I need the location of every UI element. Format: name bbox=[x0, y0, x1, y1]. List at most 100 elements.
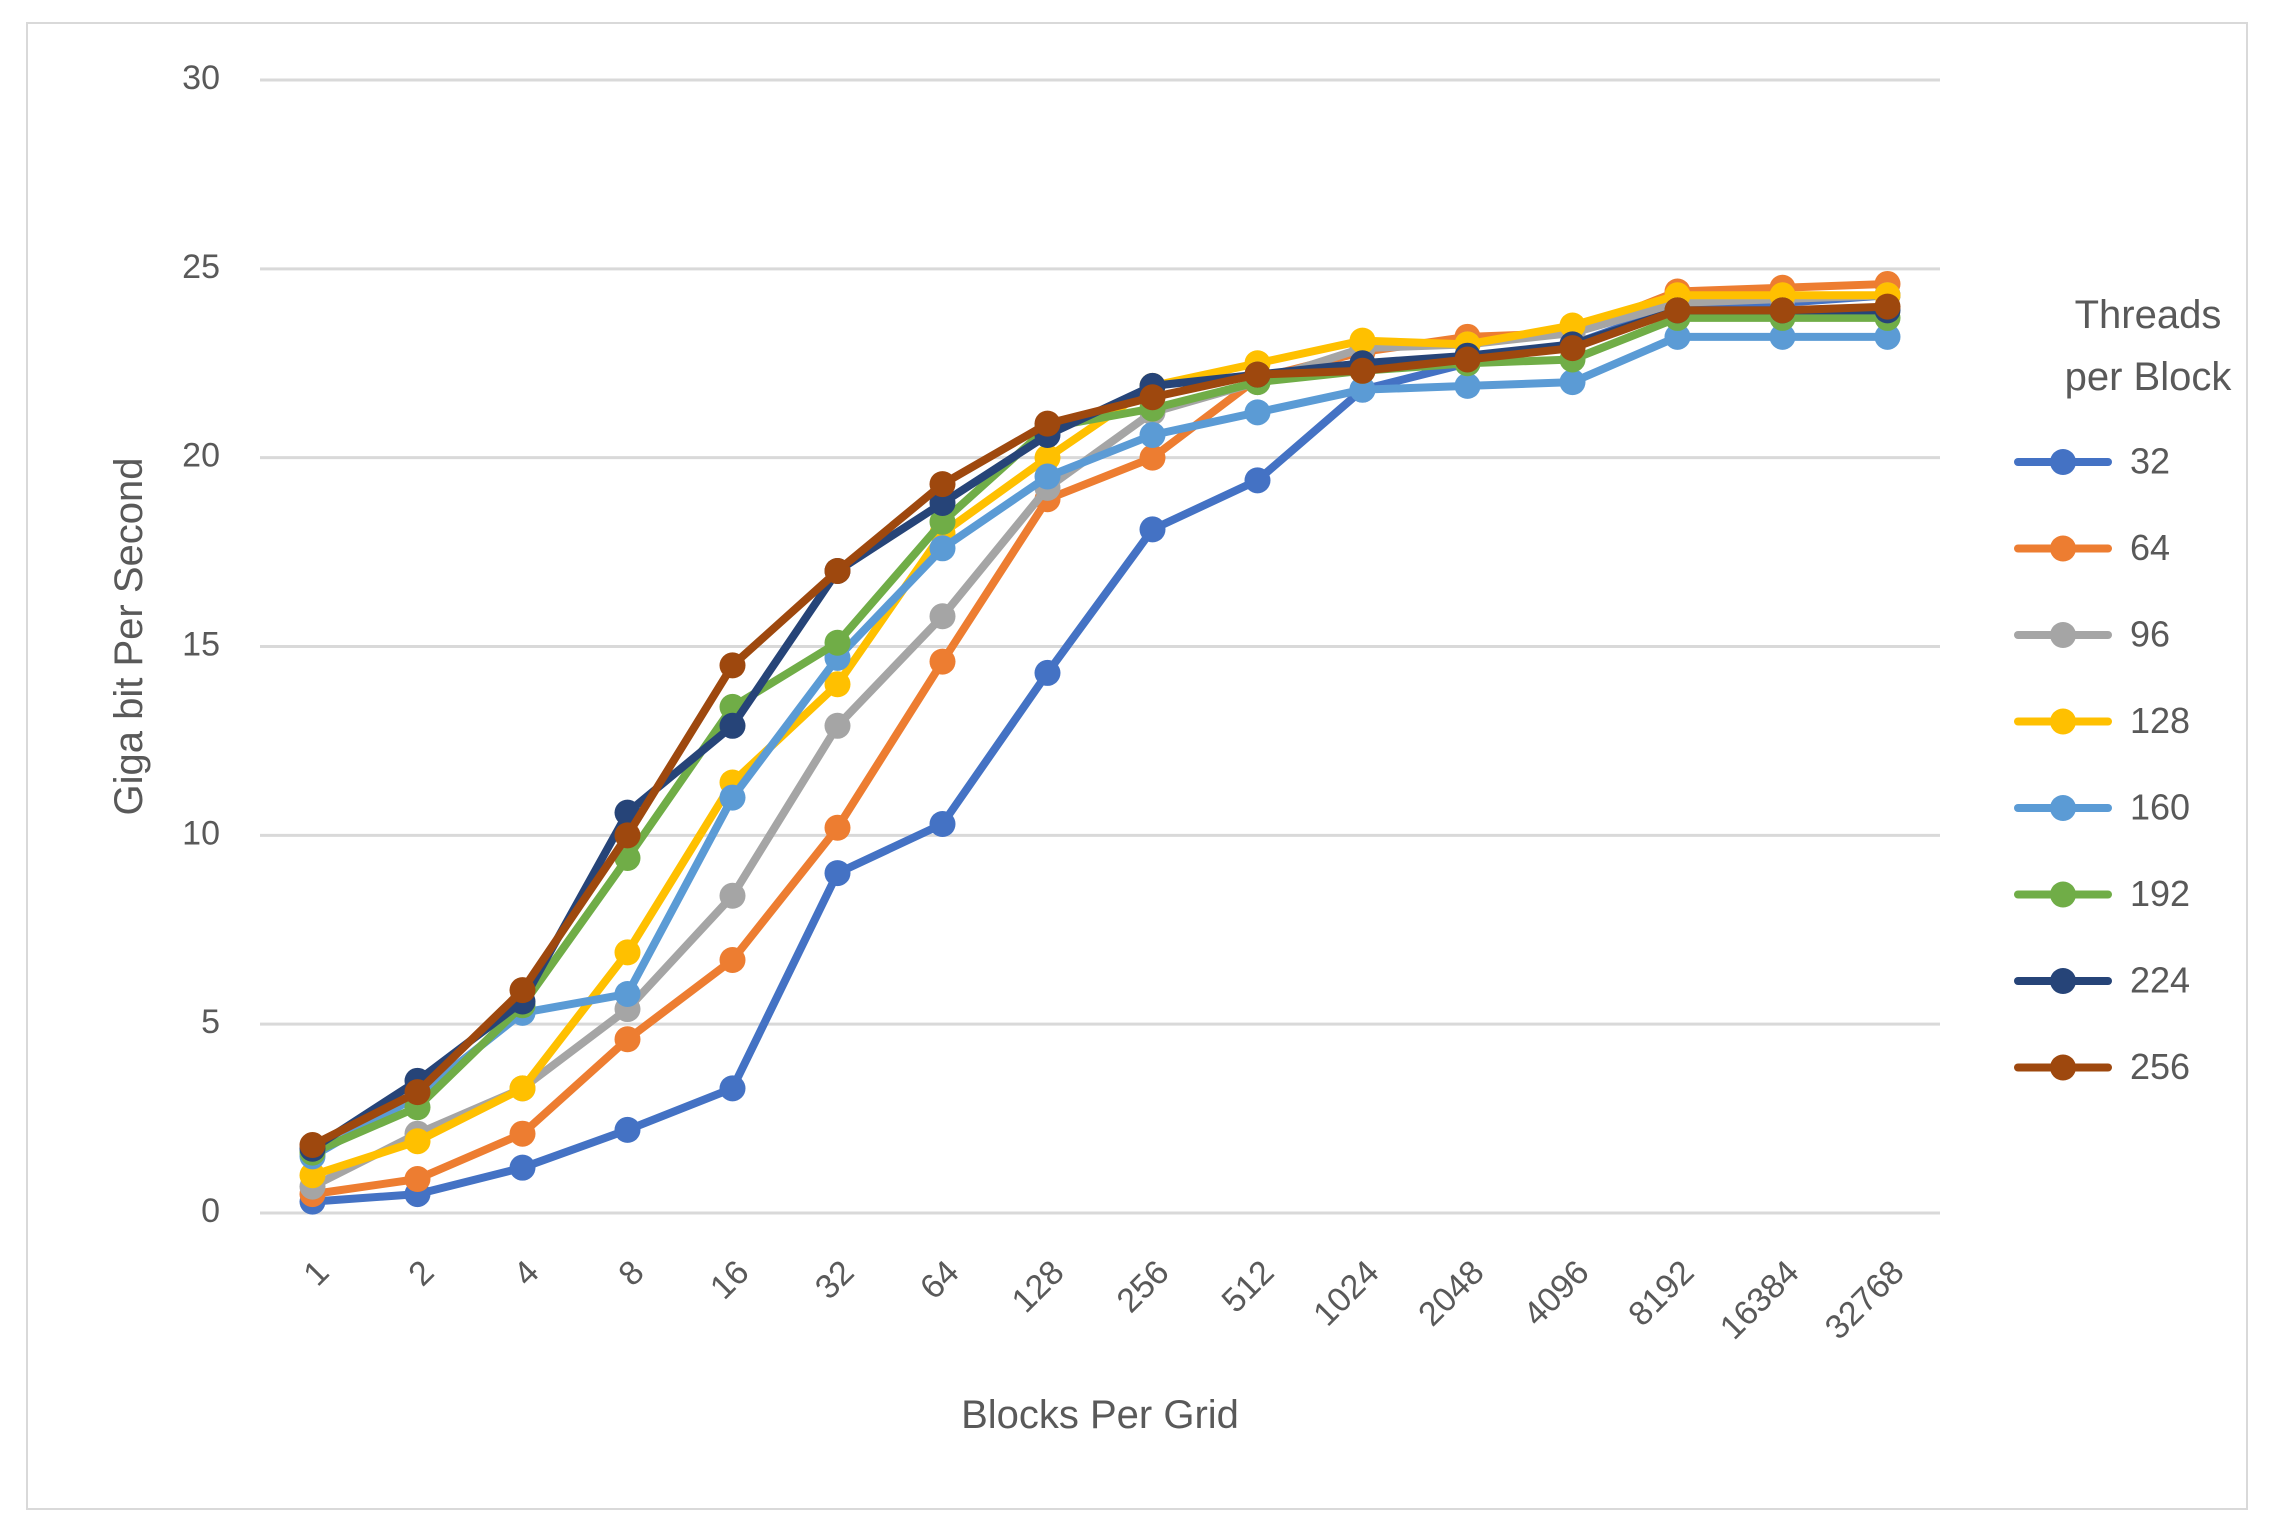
legend-swatch-marker bbox=[2050, 968, 2076, 994]
data-point bbox=[719, 784, 746, 811]
legend-label: 96 bbox=[2130, 614, 2170, 655]
x-tick-label: 16384 bbox=[1713, 1253, 1807, 1347]
data-point bbox=[1559, 335, 1586, 362]
x-tick-label: 32 bbox=[808, 1253, 862, 1307]
data-point bbox=[929, 489, 956, 516]
data-point bbox=[1559, 369, 1586, 396]
data-point bbox=[299, 1162, 326, 1189]
data-point bbox=[614, 980, 641, 1007]
y-tick-label: 0 bbox=[201, 1192, 220, 1230]
data-point bbox=[719, 1075, 746, 1102]
data-point bbox=[1244, 467, 1271, 494]
data-point bbox=[509, 1154, 536, 1181]
data-point bbox=[719, 712, 746, 739]
data-point bbox=[929, 811, 956, 838]
data-point bbox=[404, 1079, 431, 1106]
legend-swatch-marker bbox=[2050, 449, 2076, 475]
legend-item-256: 256 bbox=[2014, 1046, 2190, 1087]
legend-swatch-marker bbox=[2050, 881, 2076, 908]
y-tick-label: 20 bbox=[182, 437, 220, 475]
data-point bbox=[929, 603, 956, 630]
x-tick-label: 32768 bbox=[1818, 1253, 1912, 1347]
x-tick-label: 256 bbox=[1110, 1253, 1177, 1320]
data-point bbox=[1769, 323, 1796, 350]
data-point bbox=[1034, 659, 1061, 686]
series-line-160 bbox=[308, 332, 1892, 1161]
legend-item-96: 96 bbox=[2014, 614, 2170, 655]
data-point bbox=[1454, 372, 1481, 399]
data-point bbox=[1139, 422, 1166, 449]
data-point bbox=[1664, 323, 1691, 350]
data-point bbox=[404, 1166, 431, 1193]
x-tick-label: 1 bbox=[296, 1253, 336, 1293]
legend-title-line2: per Block bbox=[2065, 355, 2233, 399]
data-point bbox=[1349, 327, 1376, 354]
y-tick-label: 5 bbox=[201, 1003, 220, 1041]
y-tick-label: 30 bbox=[182, 59, 220, 97]
x-tick-label: 512 bbox=[1215, 1253, 1282, 1320]
data-point bbox=[719, 946, 746, 973]
legend-item-128: 128 bbox=[2014, 700, 2190, 741]
legend: 32 64 96 128 160 192 224 256 bbox=[2014, 441, 2190, 1087]
legend-swatch-marker bbox=[2050, 1054, 2076, 1081]
x-tick-label: 8192 bbox=[1621, 1253, 1701, 1333]
legend-label: 32 bbox=[2130, 441, 2170, 482]
data-point bbox=[1034, 410, 1061, 437]
series-224 bbox=[299, 297, 1901, 1162]
series-line-128 bbox=[308, 291, 1892, 1180]
series-192 bbox=[299, 304, 1901, 1166]
gridlines bbox=[260, 78, 1940, 1215]
data-point bbox=[824, 814, 851, 841]
data-point bbox=[1139, 384, 1166, 411]
data-point bbox=[614, 1026, 641, 1053]
data-point bbox=[299, 1132, 326, 1159]
x-tick-label: 1024 bbox=[1306, 1253, 1386, 1333]
data-point bbox=[824, 557, 851, 584]
data-point bbox=[719, 652, 746, 679]
data-point bbox=[824, 671, 851, 698]
legend-label: 160 bbox=[2130, 787, 2190, 828]
legend-item-160: 160 bbox=[2014, 787, 2190, 828]
data-point bbox=[509, 1120, 536, 1147]
y-tick-label: 25 bbox=[182, 248, 220, 286]
data-point bbox=[929, 508, 956, 535]
legend-item-32: 32 bbox=[2014, 441, 2170, 482]
legend-item-192: 192 bbox=[2014, 873, 2190, 914]
legend-title-line1: Threads bbox=[2075, 293, 2222, 337]
data-point bbox=[824, 860, 851, 887]
x-tick-label: 2048 bbox=[1411, 1253, 1491, 1333]
legend-swatch-marker bbox=[2050, 795, 2076, 821]
data-point bbox=[614, 939, 641, 966]
legend-label: 128 bbox=[2130, 700, 2190, 741]
legend-item-64: 64 bbox=[2014, 527, 2170, 568]
legend-label: 256 bbox=[2130, 1046, 2190, 1087]
data-point bbox=[1874, 323, 1901, 350]
series-line-192 bbox=[308, 313, 1892, 1157]
x-tick-label: 64 bbox=[913, 1253, 967, 1307]
x-tick-label: 4 bbox=[506, 1253, 546, 1293]
data-point bbox=[719, 882, 746, 909]
data-point bbox=[824, 629, 851, 656]
data-point bbox=[1664, 297, 1691, 324]
series-line-256 bbox=[308, 302, 1892, 1150]
x-tick-label: 2 bbox=[401, 1253, 441, 1293]
x-tick-label: 4096 bbox=[1516, 1253, 1596, 1333]
legend-swatch-marker bbox=[2050, 622, 2076, 648]
legend-swatch-marker bbox=[2050, 708, 2076, 735]
series-line-96 bbox=[308, 291, 1892, 1191]
x-tick-label: 128 bbox=[1005, 1253, 1072, 1320]
data-point bbox=[824, 712, 851, 739]
y-axis-title: Giga bit Per Second bbox=[107, 458, 151, 816]
data-point bbox=[404, 1128, 431, 1155]
data-point bbox=[1349, 376, 1376, 403]
y-tick-label: 15 bbox=[182, 625, 220, 663]
data-point bbox=[1244, 399, 1271, 426]
y-tick-label: 10 bbox=[182, 814, 220, 852]
legend-label: 192 bbox=[2130, 873, 2190, 914]
data-point bbox=[929, 535, 956, 562]
legend-label: 64 bbox=[2130, 527, 2170, 568]
data-point bbox=[1034, 444, 1061, 471]
x-axis-title: Blocks Per Grid bbox=[961, 1393, 1239, 1437]
data-point bbox=[614, 822, 641, 849]
legend-label: 224 bbox=[2130, 960, 2190, 1001]
